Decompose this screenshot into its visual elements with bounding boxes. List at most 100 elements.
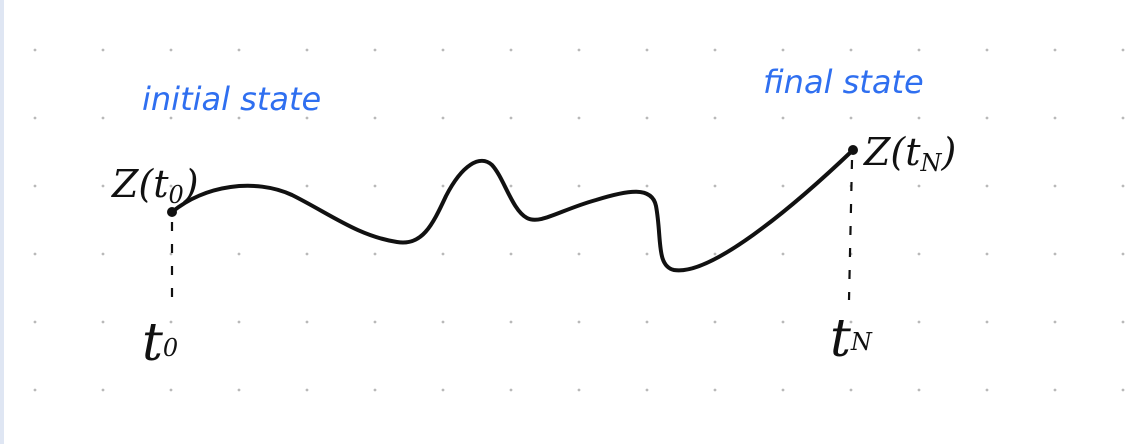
grid-dot (917, 116, 921, 120)
grid-dot (441, 252, 445, 256)
grid-dot (305, 320, 309, 324)
grid-dot (645, 388, 649, 392)
z-start-sub: 0 (169, 181, 184, 209)
z-start-prefix: Z(t (111, 162, 169, 206)
grid-dot (781, 48, 785, 52)
grid-dot (849, 388, 853, 392)
grid-dot (577, 388, 581, 392)
grid-dot (713, 320, 717, 324)
z-end-suffix: ) (941, 130, 957, 174)
grid-dot (1121, 48, 1125, 52)
grid-dot (577, 48, 581, 52)
grid-dot (713, 48, 717, 52)
grid-dot (33, 48, 37, 52)
z-start-label: Z(t0) (111, 162, 199, 209)
t-end-main: t (830, 309, 851, 369)
grid-dot (1121, 184, 1125, 188)
grid-dot (373, 388, 377, 392)
grid-dot (985, 252, 989, 256)
z-end-sub: N (920, 149, 943, 177)
grid-dot (985, 116, 989, 120)
end-point (848, 145, 858, 155)
grid-dot (1121, 116, 1125, 120)
grid-dot (169, 320, 173, 324)
grid-dot (101, 184, 105, 188)
grid-dot (917, 388, 921, 392)
grid-dot (1121, 252, 1125, 256)
grid-dot (781, 388, 785, 392)
grid-dot (577, 116, 581, 120)
grid-dot (373, 184, 377, 188)
grid-dot (781, 184, 785, 188)
grid-dot (849, 48, 853, 52)
grid-dot (645, 184, 649, 188)
grid-dot (1121, 320, 1125, 324)
grid-dot (101, 320, 105, 324)
grid-dot (169, 388, 173, 392)
z-end-label: Z(tN) (863, 130, 956, 177)
grid-dot (645, 252, 649, 256)
grid-dot (1053, 252, 1057, 256)
final-state-label: final state (763, 63, 924, 101)
grid-dot (1053, 116, 1057, 120)
end-dashed-line (847, 159, 854, 301)
grid-dot (849, 320, 853, 324)
t-start-main: t (142, 313, 163, 373)
z-start-suffix: ) (183, 162, 199, 206)
grid-dot (917, 48, 921, 52)
grid-dot (713, 184, 717, 188)
grid-dot (985, 320, 989, 324)
grid-dot (373, 252, 377, 256)
grid-dot (985, 388, 989, 392)
grid-dot (509, 184, 513, 188)
grid-dot (917, 184, 921, 188)
grid-dot (305, 184, 309, 188)
grid-dot (441, 184, 445, 188)
grid-dot (917, 320, 921, 324)
grid-dot (509, 388, 513, 392)
grid-dot (237, 48, 241, 52)
grid-dot (33, 320, 37, 324)
grid-dot (441, 320, 445, 324)
t-start-label: t0 (142, 313, 178, 373)
grid-dot (441, 116, 445, 120)
start-point (167, 207, 177, 217)
grid-dot (305, 388, 309, 392)
grid-dot (577, 320, 581, 324)
grid-dot (1053, 48, 1057, 52)
grid-dot (985, 184, 989, 188)
t-end-label: tN (830, 309, 873, 369)
grid-dot (645, 320, 649, 324)
grid-dot (849, 116, 853, 120)
grid-dot (169, 184, 173, 188)
grid-dot (713, 116, 717, 120)
grid-dot (169, 252, 173, 256)
grid-dot (781, 252, 785, 256)
grid-dot (33, 116, 37, 120)
grid-dot (1053, 388, 1057, 392)
grid-dot (101, 116, 105, 120)
left-border (0, 0, 4, 444)
grid-dot (305, 252, 309, 256)
grid-dot (33, 388, 37, 392)
grid-dot (917, 252, 921, 256)
grid-dot (441, 48, 445, 52)
grid-dot (101, 388, 105, 392)
grid-dot (101, 252, 105, 256)
grid-dot (237, 320, 241, 324)
t-end-sub: N (850, 328, 873, 356)
grid-dot (33, 184, 37, 188)
grid-dot (713, 388, 717, 392)
grid-dot (645, 116, 649, 120)
grid-dot (373, 320, 377, 324)
grid-dot (305, 48, 309, 52)
grid-dot (373, 116, 377, 120)
grid-dot (33, 252, 37, 256)
grid-dot (101, 48, 105, 52)
grid-dot (169, 116, 173, 120)
grid-dot (781, 116, 785, 120)
grid-dot (985, 48, 989, 52)
grid-dot (1053, 320, 1057, 324)
grid-dot (441, 388, 445, 392)
